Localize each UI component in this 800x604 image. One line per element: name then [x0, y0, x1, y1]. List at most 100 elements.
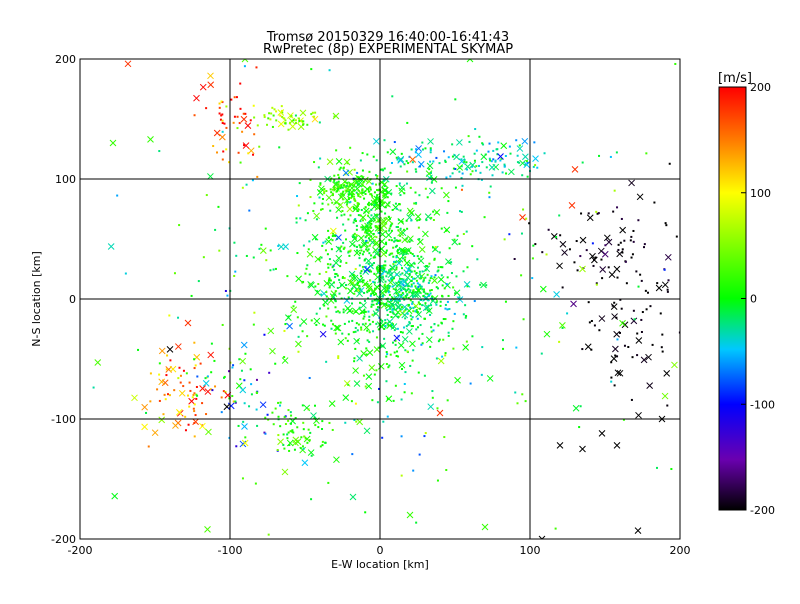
data-point-dot [232, 121, 235, 124]
data-point-dot [407, 287, 410, 290]
data-point-dot [366, 225, 369, 228]
data-point-dot [391, 252, 394, 255]
data-point-dot [331, 235, 334, 238]
data-point-dot [367, 190, 370, 193]
data-point-dot [332, 296, 335, 299]
data-point-cross [395, 281, 402, 289]
data-point-dot [274, 362, 277, 365]
data-point-cross [409, 156, 417, 163]
data-point-cross [267, 327, 275, 335]
data-point-cross [586, 214, 594, 222]
data-point-dot [363, 258, 366, 261]
data-point-dot [358, 257, 361, 260]
data-point-dot [421, 148, 424, 151]
data-point-dot [367, 248, 370, 251]
data-point-dot [460, 210, 463, 213]
data-point-dot [342, 223, 345, 226]
data-point-dot [375, 236, 378, 239]
data-point-dot [354, 267, 357, 270]
data-point-cross [355, 174, 362, 182]
data-point-cross [285, 314, 292, 321]
data-point-dot [292, 119, 295, 122]
data-point-dot [395, 156, 398, 159]
data-point-dot [284, 122, 287, 125]
data-point-dot [279, 114, 282, 117]
data-point-dot [380, 276, 383, 279]
data-point-dot [434, 245, 437, 248]
data-point-dot [365, 231, 368, 234]
data-point-dot [368, 269, 371, 272]
data-point-dot [359, 195, 362, 198]
data-point-dot [282, 443, 285, 446]
data-point-dot [427, 281, 430, 284]
data-point-dot [361, 175, 364, 178]
data-point-cross [406, 214, 413, 221]
data-point-dot [385, 351, 388, 354]
data-point-cross [333, 456, 340, 464]
data-point-dot [231, 366, 234, 369]
data-point-dot [395, 254, 398, 257]
data-point-dot [334, 306, 337, 309]
data-point-dot [372, 280, 375, 283]
data-point-cross [281, 357, 289, 364]
data-point-cross [335, 206, 343, 214]
data-point-dot [238, 122, 241, 125]
data-point-dot [226, 294, 229, 297]
data-point-dot [446, 399, 449, 402]
data-point-dot [515, 346, 518, 349]
data-point-dot [185, 372, 188, 375]
data-point-cross [207, 81, 215, 89]
data-point-dot [196, 375, 199, 378]
data-point-dot [411, 300, 414, 303]
data-point-dot [555, 235, 558, 238]
data-point-dot [338, 185, 341, 188]
data-point-dot [360, 208, 363, 211]
data-point-dot [330, 248, 333, 251]
data-point-dot [381, 436, 384, 439]
data-point-dot [439, 304, 442, 307]
data-point-dot [377, 253, 380, 256]
data-point-dot [601, 277, 604, 280]
data-point-dot [241, 186, 244, 189]
data-point-dot [384, 324, 387, 327]
data-point-dot [534, 164, 537, 167]
data-point-dot [406, 289, 409, 292]
data-point-dot [412, 295, 415, 298]
data-point-dot [375, 226, 378, 229]
data-point-dot [356, 193, 359, 196]
data-point-dot [304, 219, 307, 222]
data-point-dot [478, 135, 481, 138]
data-point-dot [376, 175, 379, 178]
data-point-dot [426, 265, 429, 268]
data-point-dot [354, 326, 357, 329]
data-point-dot [362, 279, 365, 282]
data-point-dot [391, 296, 394, 299]
data-point-dot [377, 285, 380, 288]
data-point-dot [357, 289, 360, 292]
data-point-dot [630, 256, 633, 259]
data-point-cross [325, 194, 333, 202]
data-point-dot [364, 310, 367, 313]
data-point-dot [422, 288, 425, 291]
data-point-dot [193, 410, 196, 413]
data-point-dot [368, 244, 371, 247]
data-point-dot [335, 149, 338, 152]
data-point-dot [440, 321, 443, 324]
data-point-dot [264, 227, 267, 230]
data-point-dot [357, 323, 360, 326]
data-point-dot [597, 212, 600, 215]
data-point-cross [462, 343, 469, 351]
data-point-cross [395, 303, 402, 310]
data-point-dot [156, 388, 159, 391]
data-point-dot [408, 321, 411, 324]
data-point-dot [543, 152, 546, 155]
data-point-dot [432, 219, 435, 222]
data-point-dot [193, 392, 196, 395]
data-point-dot [451, 143, 454, 146]
data-point-cross [289, 123, 297, 130]
data-point-dot [356, 201, 359, 204]
data-point-dot [384, 260, 387, 263]
data-point-dot [447, 331, 450, 334]
data-point-cross [436, 409, 444, 417]
data-point-dot [279, 404, 282, 407]
